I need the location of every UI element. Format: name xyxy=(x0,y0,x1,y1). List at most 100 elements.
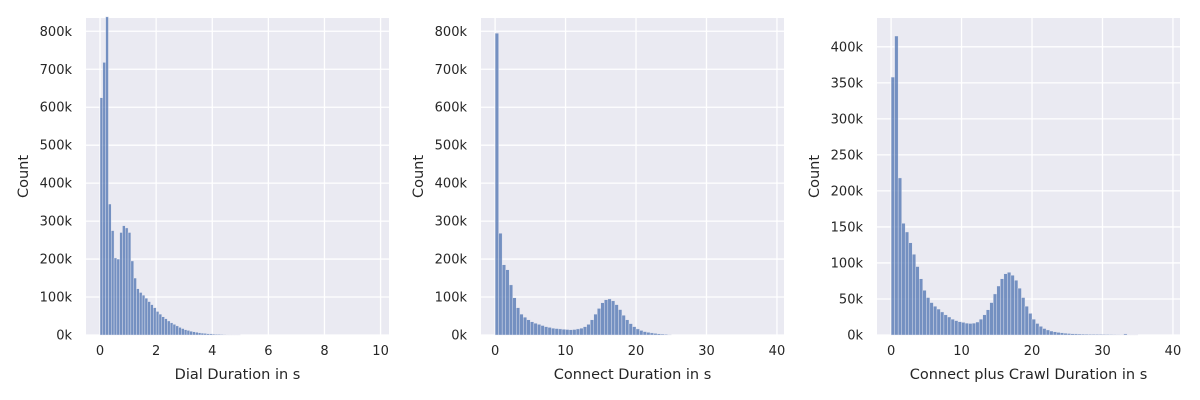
histogram-bar xyxy=(915,266,920,336)
histogram-bar xyxy=(600,302,605,336)
histogram-bar xyxy=(530,321,535,336)
y-tick-label: 500k xyxy=(40,139,73,154)
histogram-panel-1: 0 2 4 6 8 100k100k200k300k400k500k600k700k800… xyxy=(16,16,389,383)
histogram-bar xyxy=(175,325,179,336)
histogram-bar xyxy=(568,329,573,336)
histogram-bar xyxy=(664,334,668,336)
histogram-bar xyxy=(656,333,661,336)
histogram-bar xyxy=(1056,332,1061,336)
histogram-bar xyxy=(544,326,549,336)
histogram-bar xyxy=(1077,333,1082,336)
histogram-bar xyxy=(897,177,902,336)
histogram-bar xyxy=(964,322,969,336)
histogram-bar xyxy=(130,260,134,336)
x-tick-label: 10 xyxy=(953,344,970,359)
histogram-bar xyxy=(127,232,132,336)
histogram-bar xyxy=(189,331,193,336)
histogram-bar xyxy=(144,297,148,336)
y-tick-label: 0k xyxy=(56,329,72,344)
y-tick-label: 350k xyxy=(831,76,864,91)
y-tick-label: 700k xyxy=(435,63,468,78)
histogram-bar xyxy=(954,320,959,336)
histogram-bar xyxy=(212,333,216,336)
histogram-bar xyxy=(625,319,630,336)
histogram-bar xyxy=(108,203,112,336)
histogram-bar xyxy=(111,230,115,336)
histogram-bar xyxy=(158,313,162,336)
histogram-bar xyxy=(1109,334,1114,336)
histogram-bar xyxy=(1038,326,1043,336)
histogram-bar xyxy=(150,304,154,336)
histogram-bar xyxy=(1105,334,1110,336)
histogram-bar xyxy=(1045,329,1050,336)
histogram-bar xyxy=(516,307,520,336)
histogram-bar xyxy=(206,333,210,336)
y-axis-label: Count xyxy=(807,155,823,198)
histogram-bar xyxy=(1035,323,1040,336)
histogram-bar xyxy=(922,290,927,336)
histogram-bar xyxy=(635,328,640,336)
histogram-panel-2: 0 10 20 30 400k100k200k300k400k500k600k700k8… xyxy=(411,18,785,383)
x-tick-label: 0 xyxy=(887,344,895,359)
histogram-bar xyxy=(1024,305,1029,336)
histogram-bar xyxy=(508,284,513,336)
histogram-bar xyxy=(1088,334,1093,336)
histogram-bar xyxy=(971,322,976,336)
y-tick-label: 100k xyxy=(40,291,73,306)
histogram-bar xyxy=(628,323,633,336)
histogram-bar xyxy=(978,318,983,336)
x-axis-label: Connect plus Crawl Duration in s xyxy=(910,367,1148,383)
histogram-bar xyxy=(526,319,531,336)
y-tick-label: 300k xyxy=(831,112,864,127)
x-tick-label: 20 xyxy=(1024,344,1041,359)
histogram-bar xyxy=(116,258,120,336)
histogram-bar xyxy=(147,301,151,336)
histogram-bar xyxy=(593,313,598,336)
y-axis-label: Count xyxy=(16,155,32,198)
histogram-bar xyxy=(986,309,990,336)
histogram-bar xyxy=(982,314,987,336)
y-tick-label: 600k xyxy=(40,101,73,116)
histogram-bar xyxy=(1052,331,1057,336)
x-tick-label: 10 xyxy=(557,344,574,359)
histogram-bar xyxy=(926,297,931,336)
x-tick-label: 2 xyxy=(152,344,160,359)
histogram-bar xyxy=(1010,275,1015,336)
histogram-bar xyxy=(161,316,165,336)
histogram-bar xyxy=(621,315,626,336)
histogram-bar xyxy=(558,328,563,336)
x-axis-label: Connect Duration in s xyxy=(554,367,712,383)
histogram-bar xyxy=(890,76,895,336)
y-axis-label: Count xyxy=(411,155,427,198)
histogram-bar xyxy=(642,331,647,336)
histogram-bar xyxy=(547,327,552,336)
histogram-bar xyxy=(579,327,584,336)
plot-area xyxy=(877,18,1180,335)
histogram-bar xyxy=(1042,328,1047,336)
histogram-bar xyxy=(894,35,899,336)
y-tick-label: 50k xyxy=(839,292,864,307)
x-tick-label: 40 xyxy=(769,344,786,359)
histogram-bar xyxy=(639,330,644,336)
histogram-bar xyxy=(192,331,196,336)
y-tick-label: 250k xyxy=(831,148,864,163)
histogram-bar xyxy=(1123,333,1128,336)
histogram-bar xyxy=(1091,334,1096,336)
histogram-bar xyxy=(1028,313,1033,336)
histogram-bar xyxy=(614,304,619,336)
histogram-bar xyxy=(1000,278,1005,336)
histogram-bar xyxy=(139,292,143,336)
histogram-bar xyxy=(1017,287,1022,336)
histogram-bar xyxy=(575,328,580,336)
y-tick-label: 800k xyxy=(435,25,468,40)
histogram-bar xyxy=(993,293,997,336)
histogram-bar xyxy=(551,327,556,336)
histogram-bar xyxy=(957,321,962,336)
histogram-bar xyxy=(217,334,221,336)
y-tick-label: 300k xyxy=(435,215,468,230)
histogram-bar xyxy=(214,334,219,336)
histogram-bar xyxy=(501,264,506,336)
histogram-bar xyxy=(1060,332,1064,336)
histogram-bar xyxy=(537,324,542,336)
histogram-bar xyxy=(523,316,528,336)
